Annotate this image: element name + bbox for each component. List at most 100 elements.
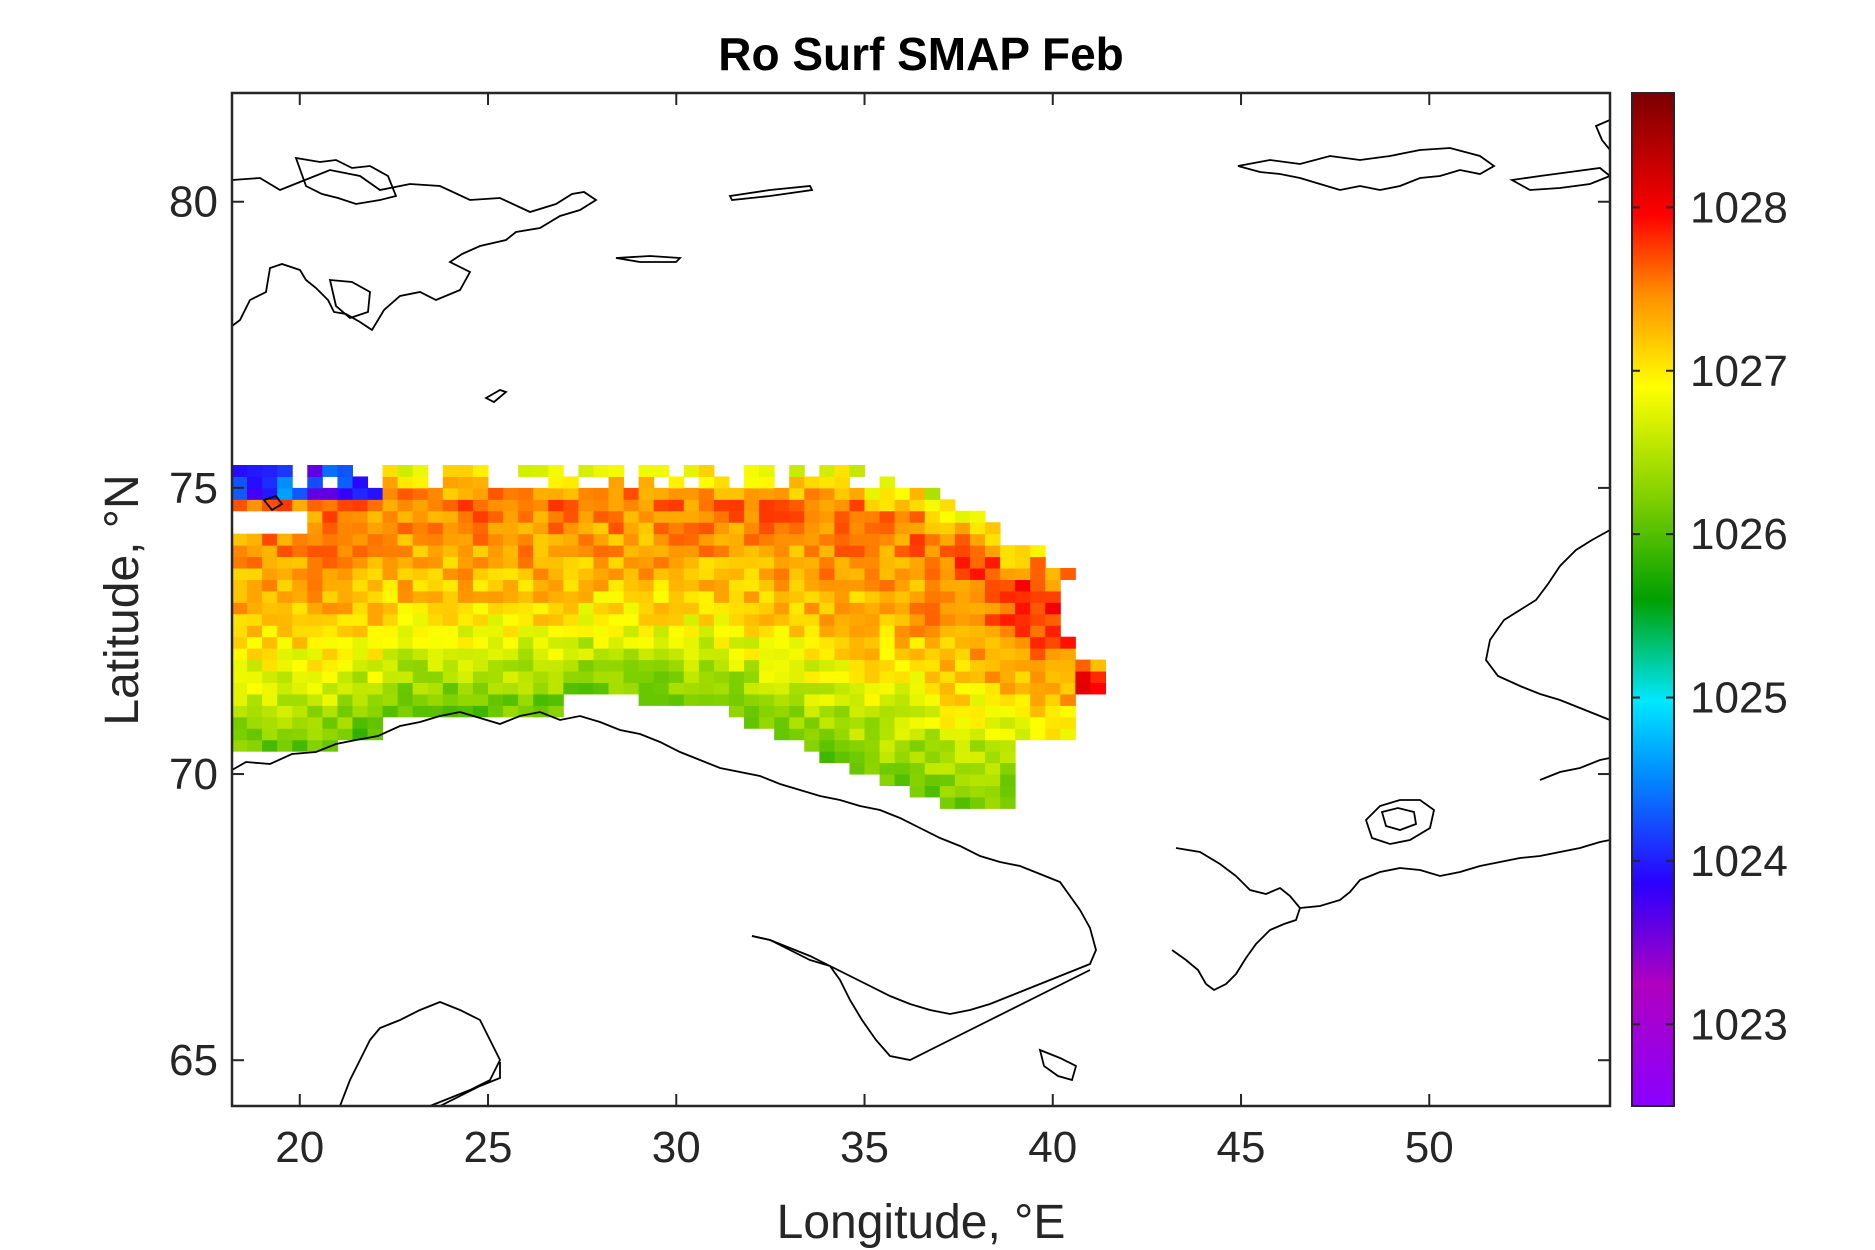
heatmap-cell [969,648,986,661]
heatmap-cell [397,613,414,626]
heatmap-cell [668,556,685,569]
heatmap-cell [638,465,655,477]
heatmap-cell [488,625,504,638]
heatmap-cell [1015,625,1031,638]
heatmap-cell [292,590,308,603]
heatmap-cell [849,510,866,523]
heatmap-cell [472,510,489,523]
heatmap-cell [698,602,715,615]
heatmap-cell [578,465,594,477]
heatmap-cell [292,728,308,741]
heatmap-cell [638,476,655,489]
heatmap-cell [472,636,489,649]
heatmap-cell [819,728,835,741]
heatmap-cell [1030,602,1046,615]
heatmap-cell [864,510,881,523]
heatmap-cell [789,716,805,729]
heatmap-cell [518,510,534,523]
heatmap-cell [352,659,369,672]
heatmap-cell [985,693,1001,706]
heatmap-cell [518,659,534,672]
heatmap-cell [232,659,248,672]
heatmap-cell [472,671,489,683]
heatmap-cell [427,487,444,500]
heatmap-cell [638,522,655,535]
heatmap-cell [954,705,971,718]
heatmap-cell [849,545,866,558]
heatmap-cell [397,693,414,706]
heatmap-cell [472,487,489,500]
heatmap-cell [397,659,414,672]
heatmap-cell [1000,568,1016,580]
heatmap-cell [623,682,640,695]
heatmap-cell [322,648,338,661]
heatmap-cell [247,716,263,729]
heatmap-cell [277,728,293,741]
heatmap-cell [292,579,308,592]
heatmap-cell [698,465,715,477]
heatmap-cell [834,533,850,546]
heatmap-cell [879,682,896,695]
heatmap-cell [819,602,835,615]
heatmap-cell [713,499,730,512]
heatmap-cell [864,602,881,615]
heatmap-cell [533,602,549,615]
heatmap-cell [337,487,353,500]
heatmap-cell [985,648,1001,661]
heatmap-cell [412,625,429,638]
heatmap-cell [563,659,579,672]
heatmap-cell [518,522,534,535]
heatmap-cell [352,568,369,580]
heatmap-cell [292,568,308,580]
heatmap-cell [352,476,369,489]
heatmap-cell [563,625,579,638]
heatmap-cell [382,705,399,718]
heatmap-cell [744,487,760,500]
heatmap-cell [804,625,820,638]
colorbar-tick-label: 1027 [1690,347,1788,396]
heatmap-cell [879,510,896,523]
heatmap-cell [713,487,730,500]
heatmap-cell [382,625,399,638]
heatmap-cell [683,682,700,695]
coastline-bear-island [262,494,284,512]
heatmap-cell [939,739,956,752]
heatmap-cell [653,579,670,592]
heatmap-cell [954,682,971,695]
heatmap-cell [503,533,519,546]
heatmap-cell [969,545,986,558]
heatmap-cell [578,487,594,500]
heatmap-cell [548,693,564,706]
heatmap-cell [608,602,625,615]
heatmap-cell [412,476,429,489]
heatmap-cell [638,487,655,500]
heatmap-cell [653,487,670,500]
heatmap-cell [232,705,248,718]
heatmap-cell [985,716,1001,729]
heatmap-cell [412,522,429,535]
heatmap-cell [262,568,278,580]
heatmap-cell [819,682,835,695]
heatmap-cell [954,579,971,592]
heatmap-cell [1015,556,1031,569]
heatmap-cell [352,510,369,523]
heatmap-cell [337,545,353,558]
heatmap-cell [894,716,911,729]
heatmap-cell [638,613,655,626]
heatmap-cell [232,545,248,558]
heatmap-cell [1015,613,1031,626]
heatmap-cell [894,762,911,775]
heatmap-cell [382,465,399,477]
heatmap-cell [548,545,564,558]
heatmap-cell [472,533,489,546]
heatmap-cell [894,774,911,787]
heatmap-cell [954,545,971,558]
heatmap-cell [879,568,896,580]
heatmap-cell [894,590,911,603]
heatmap-cell [864,590,881,603]
heatmap-cell [472,590,489,603]
heatmap-cell [1015,693,1031,706]
heatmap-cell [744,625,760,638]
heatmap-cell [698,510,715,523]
heatmap-cell [939,751,956,764]
